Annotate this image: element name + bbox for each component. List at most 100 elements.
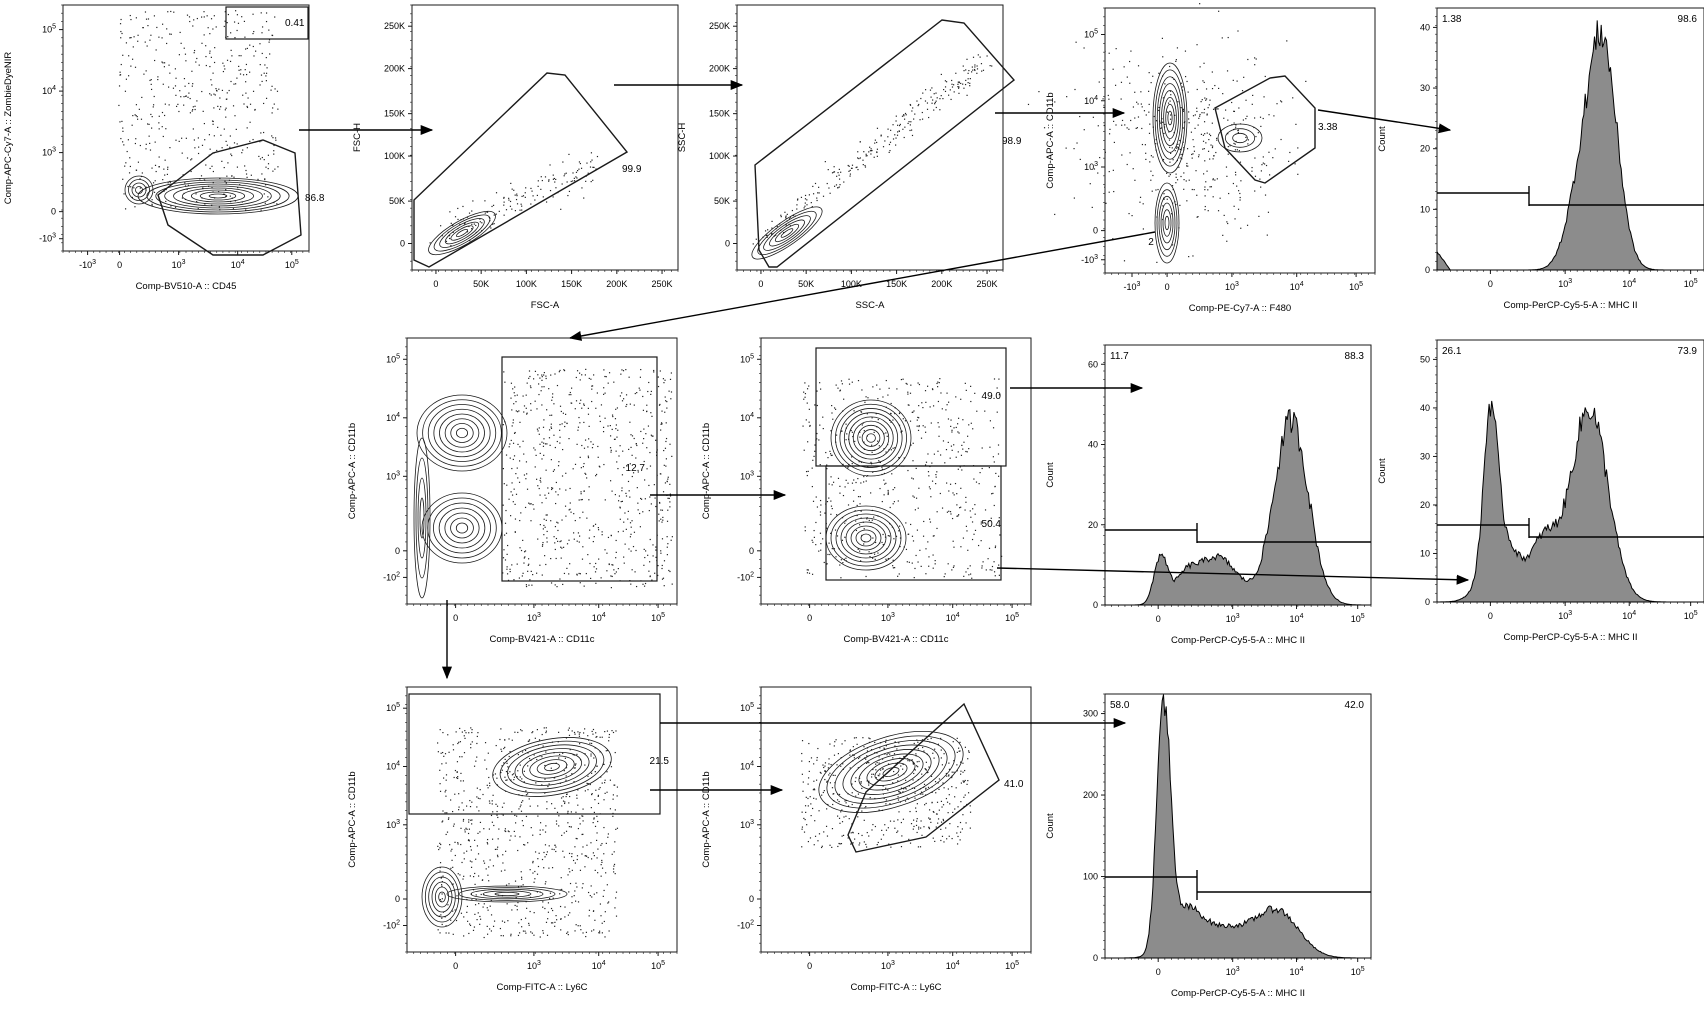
event-dot — [1222, 93, 1224, 95]
event-dot — [512, 419, 514, 421]
event-dot — [522, 395, 524, 397]
event-dot — [1202, 148, 1204, 150]
event-dot — [647, 554, 649, 556]
event-dot — [584, 764, 586, 766]
event-dot — [991, 65, 993, 67]
event-dot — [558, 825, 560, 827]
event-dot — [868, 835, 870, 837]
event-dot — [594, 869, 596, 871]
event-dot — [854, 440, 856, 443]
event-dot — [914, 769, 916, 771]
event-dot — [582, 808, 584, 810]
event-dot — [657, 385, 660, 388]
event-dot — [197, 137, 199, 139]
event-dot — [138, 108, 140, 110]
event-dot — [1221, 37, 1223, 39]
event-dot — [949, 483, 952, 485]
event-dot — [601, 531, 603, 533]
event-dot — [566, 932, 568, 934]
event-dot — [469, 924, 472, 927]
event-dot — [614, 493, 616, 496]
event-dot — [607, 536, 610, 539]
event-dot — [960, 770, 962, 772]
event-dot — [670, 539, 672, 541]
event-dot — [826, 468, 828, 470]
event-dot — [1258, 215, 1260, 217]
contour-line — [433, 214, 491, 252]
event-dot — [504, 776, 506, 778]
event-dot — [488, 776, 490, 779]
event-dot — [896, 388, 898, 390]
event-dot — [897, 819, 899, 821]
event-dot — [1203, 108, 1206, 110]
event-dot — [531, 932, 533, 934]
event-dot — [1076, 142, 1078, 144]
event-dot — [964, 794, 966, 796]
event-dot — [666, 546, 668, 548]
event-dot — [906, 561, 908, 563]
event-dot — [814, 444, 816, 446]
event-dot — [918, 103, 920, 106]
event-dot — [227, 36, 229, 38]
event-dot — [226, 175, 228, 177]
event-dot — [944, 80, 947, 82]
event-dot — [516, 815, 518, 817]
event-dot — [859, 157, 861, 159]
event-dot — [816, 390, 818, 392]
event-dot — [1247, 139, 1250, 141]
event-dot — [518, 922, 520, 924]
event-dot — [496, 810, 498, 813]
event-dot — [505, 884, 508, 886]
event-dot — [469, 845, 472, 848]
event-dot — [561, 183, 563, 185]
event-dot — [521, 209, 523, 211]
event-dot — [911, 759, 913, 761]
event-dot — [957, 468, 959, 470]
event-dot — [513, 776, 516, 778]
event-dot — [899, 412, 901, 414]
event-dot — [1216, 178, 1218, 180]
event-dot — [922, 406, 924, 409]
event-dot — [1182, 86, 1184, 88]
event-dot — [1097, 172, 1099, 174]
event-dot — [515, 401, 517, 403]
event-dot — [129, 37, 131, 39]
event-dot — [573, 538, 575, 540]
event-dot — [442, 777, 445, 779]
event-dot — [839, 492, 841, 494]
event-dot — [591, 400, 593, 403]
event-dot — [593, 811, 595, 814]
event-dot — [886, 435, 888, 437]
event-dot — [942, 818, 944, 821]
event-dot — [525, 478, 527, 480]
event-dot — [192, 128, 194, 130]
event-dot — [568, 802, 570, 804]
event-dot — [540, 188, 542, 190]
event-dot — [929, 89, 932, 91]
event-dot — [579, 823, 581, 825]
event-dot — [1126, 163, 1128, 166]
event-dot — [851, 792, 853, 794]
event-dot — [628, 548, 630, 550]
event-dot — [260, 74, 263, 76]
event-dot — [184, 85, 186, 87]
contour-line — [155, 181, 281, 211]
event-dot — [813, 788, 815, 790]
event-dot — [210, 79, 212, 81]
event-dot — [851, 803, 853, 806]
event-dot — [857, 168, 859, 171]
event-dot — [1235, 174, 1237, 176]
event-dot — [549, 164, 551, 166]
event-dot — [965, 79, 967, 82]
event-dot — [135, 104, 138, 106]
event-dot — [892, 559, 894, 561]
x-tick-label: 250K — [652, 279, 673, 289]
event-dot — [936, 471, 938, 473]
event-dot — [796, 199, 799, 201]
gate-polygon — [754, 19, 1016, 268]
event-dot — [136, 118, 139, 120]
event-dot — [509, 750, 511, 753]
event-dot — [921, 111, 923, 114]
event-dot — [121, 32, 123, 35]
